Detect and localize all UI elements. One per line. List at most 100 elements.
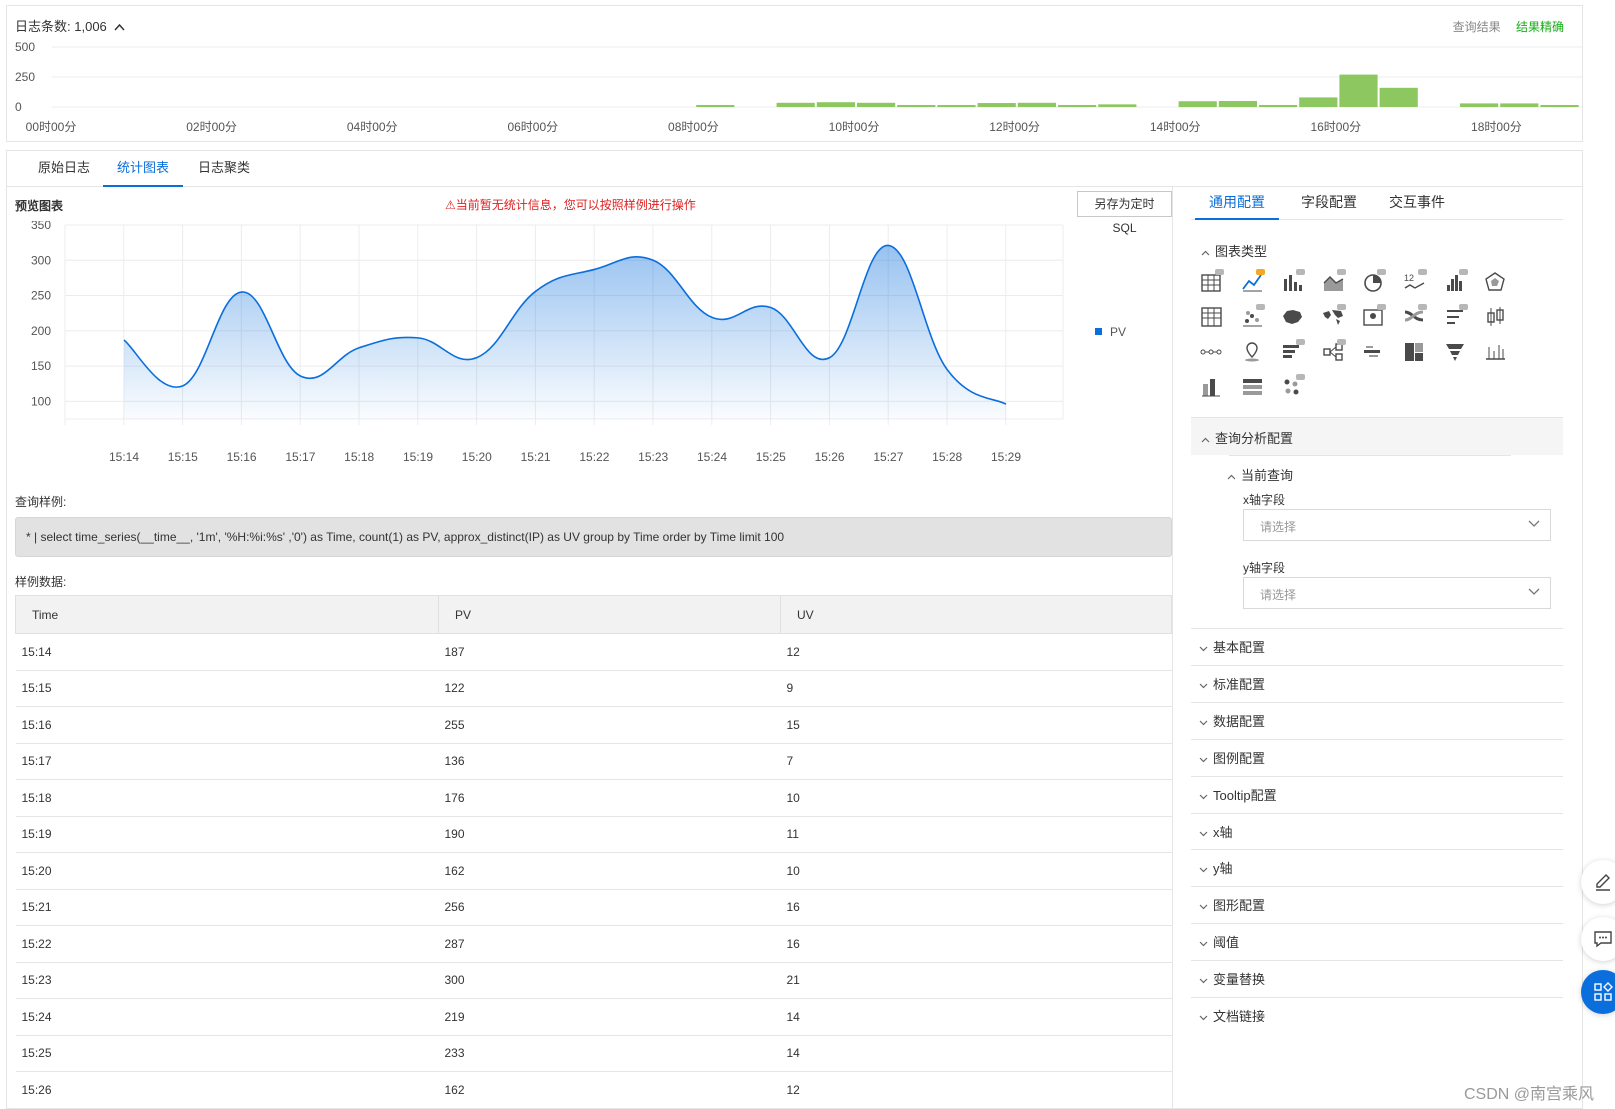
radar-icon[interactable] xyxy=(1483,269,1509,295)
amap-pro-icon[interactable] xyxy=(1361,304,1387,330)
tab-field-config[interactable]: 字段配置 xyxy=(1301,194,1357,210)
word-cloud-icon[interactable] xyxy=(1361,339,1387,365)
scatter-pro-icon[interactable] xyxy=(1240,304,1266,330)
config-section-5[interactable]: x轴 xyxy=(1191,812,1563,850)
histogram-bar[interactable] xyxy=(857,102,896,107)
table-cell-time: 15:25 xyxy=(15,1035,439,1072)
histogram-bar[interactable] xyxy=(977,103,1016,107)
location-map-icon[interactable] xyxy=(1240,339,1266,365)
box-plot-icon[interactable] xyxy=(1483,304,1509,330)
histogram-bar[interactable] xyxy=(1500,103,1539,107)
pv-data-point[interactable] xyxy=(827,355,832,360)
area-pro-icon[interactable] xyxy=(1321,269,1347,295)
x-axis-tick-label: 15:16 xyxy=(227,450,257,464)
histogram-bar[interactable] xyxy=(776,102,815,107)
config-section-3[interactable]: 图例配置 xyxy=(1191,738,1563,776)
pv-data-point[interactable] xyxy=(768,305,773,310)
apps-tool-button[interactable] xyxy=(1581,970,1615,1014)
histogram-pro-icon[interactable] xyxy=(1443,269,1469,295)
bar-list-pro-icon[interactable] xyxy=(1280,339,1306,365)
progress-bar-pro-icon[interactable] xyxy=(1443,304,1469,330)
column-header-pv[interactable]: PV xyxy=(438,595,781,634)
feedback-tool-button[interactable] xyxy=(1581,917,1615,961)
tab-statistics-chart[interactable]: 统计图表 xyxy=(103,151,183,187)
query-analysis-section-header[interactable]: 查询分析配置 xyxy=(1191,417,1563,455)
pv-data-point[interactable] xyxy=(710,315,715,320)
tab-log-clustering[interactable]: 日志聚类 xyxy=(197,160,250,175)
pie-pro-icon[interactable] xyxy=(1361,269,1387,295)
column-header-uv[interactable]: UV xyxy=(780,595,1172,634)
tab-general-config[interactable]: 通用配置 xyxy=(1195,187,1279,220)
edit-tool-button[interactable] xyxy=(1581,860,1615,904)
collapse-caret-icon[interactable] xyxy=(114,22,125,34)
pv-data-point[interactable] xyxy=(474,355,479,360)
table-pro-icon[interactable] xyxy=(1199,269,1225,295)
histogram-bar[interactable] xyxy=(1379,87,1418,107)
line-pro-icon[interactable] xyxy=(1240,269,1266,295)
dot-matrix-pro-icon[interactable] xyxy=(1280,374,1306,400)
histogram-bar[interactable] xyxy=(1339,74,1378,107)
histogram-bar[interactable] xyxy=(696,105,735,107)
config-section-1[interactable]: 标准配置 xyxy=(1191,664,1563,702)
chevron-down-icon xyxy=(1526,584,1542,603)
table-row: 15:19 190 11 xyxy=(15,816,1172,853)
config-section-8[interactable]: 阈值 xyxy=(1191,923,1563,960)
histogram-chart[interactable]: 500 250 0 00时00分 02时00分 04时00分 06时00分 08时00分 10时… xyxy=(7,34,1582,142)
config-section-0[interactable]: 基本配置 xyxy=(1191,628,1563,665)
table-cell-uv: 7 xyxy=(780,743,1172,780)
bar-pro-icon[interactable] xyxy=(1280,269,1306,295)
config-section-7[interactable]: 图形配置 xyxy=(1191,886,1563,923)
topology-pro-icon[interactable] xyxy=(1321,339,1347,365)
histogram-bar[interactable] xyxy=(1098,104,1137,107)
funnel-icon[interactable] xyxy=(1443,339,1469,365)
pv-data-point[interactable] xyxy=(239,290,244,295)
china-map-icon[interactable] xyxy=(1280,304,1306,330)
y-field-select[interactable]: 请选择 xyxy=(1243,577,1551,609)
save-as-scheduled-sql-button[interactable]: 另存为定时SQL xyxy=(1077,191,1172,235)
tab-raw-logs[interactable]: 原始日志 xyxy=(37,160,90,175)
tab-interaction-events[interactable]: 交互事件 xyxy=(1389,194,1445,210)
chart-legend[interactable]: PV xyxy=(1095,325,1126,339)
config-section-10[interactable]: 文档链接 xyxy=(1191,997,1563,1034)
pv-data-point[interactable] xyxy=(122,337,127,342)
histogram-bar[interactable] xyxy=(1058,105,1097,107)
config-section-6[interactable]: y轴 xyxy=(1191,849,1563,886)
pv-data-point[interactable] xyxy=(357,345,362,350)
pv-data-point[interactable] xyxy=(592,267,597,272)
flow-chart-icon[interactable] xyxy=(1199,339,1225,365)
config-section-9[interactable]: 变量替换 xyxy=(1191,960,1563,997)
pv-data-point[interactable] xyxy=(651,258,656,263)
x-field-select[interactable]: 请选择 xyxy=(1243,509,1551,541)
pv-data-point[interactable] xyxy=(886,243,891,248)
histogram-bar[interactable] xyxy=(1540,105,1579,107)
column-chart-icon[interactable] xyxy=(1199,374,1225,400)
pv-data-point[interactable] xyxy=(416,335,421,340)
histogram-bar[interactable] xyxy=(816,102,855,107)
sankey-pro-icon[interactable] xyxy=(1402,304,1428,330)
cross-table-icon[interactable] xyxy=(1240,374,1266,400)
histogram-bar[interactable] xyxy=(1299,97,1338,107)
histogram-bar[interactable] xyxy=(1178,101,1217,107)
config-section-4[interactable]: Tooltip配置 xyxy=(1191,775,1563,813)
config-section-2[interactable]: 数据配置 xyxy=(1191,701,1563,739)
histogram-bar[interactable] xyxy=(1460,103,1499,107)
histogram-bar[interactable] xyxy=(1017,102,1056,107)
pv-data-point[interactable] xyxy=(1004,402,1009,407)
histogram-bar[interactable] xyxy=(1218,101,1257,107)
pv-data-point[interactable] xyxy=(298,373,303,378)
histogram-bar[interactable] xyxy=(897,105,936,107)
pv-data-point[interactable] xyxy=(180,383,185,388)
chart-type-section-header[interactable]: 图表类型 xyxy=(1201,241,1267,260)
timeline-icon[interactable] xyxy=(1483,339,1509,365)
treemap-icon[interactable] xyxy=(1402,339,1428,365)
histogram-bar[interactable] xyxy=(937,105,976,107)
single-value-pro-icon[interactable]: 12 xyxy=(1402,269,1428,295)
current-query-header[interactable]: 当前查询 xyxy=(1227,465,1293,484)
table-icon[interactable] xyxy=(1199,304,1225,330)
column-header-time[interactable]: Time xyxy=(15,595,439,634)
histogram-bar[interactable] xyxy=(1259,105,1298,107)
pv-data-point[interactable] xyxy=(533,289,538,294)
table-cell-uv: 14 xyxy=(780,1035,1172,1072)
world-map-pro-icon[interactable] xyxy=(1321,304,1347,330)
pv-data-point[interactable] xyxy=(945,367,950,372)
